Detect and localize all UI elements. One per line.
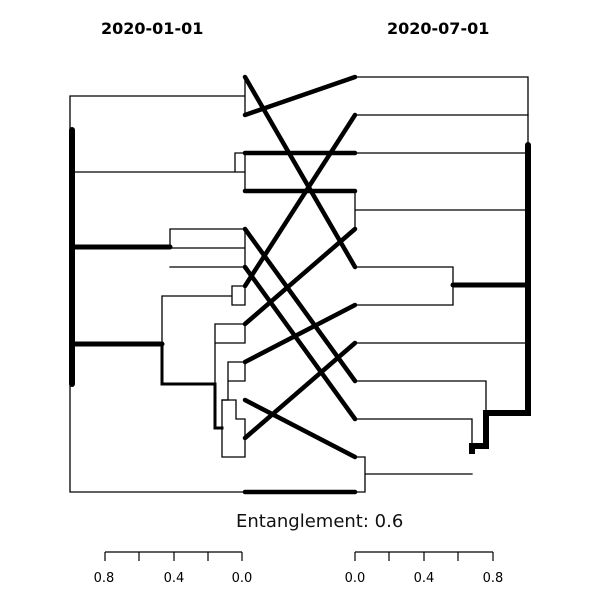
- connector-line: [242, 340, 358, 441]
- right-dendrogram: [354, 76, 531, 493]
- right-highlight-branch: [469, 349, 531, 454]
- right-branch: [354, 456, 473, 493]
- connector-lines: [242, 74, 358, 495]
- right-axis-tick-label: 0.0: [344, 571, 366, 586]
- left-axis: [104, 551, 243, 561]
- connector-line: [242, 226, 358, 327]
- left-branch: [161, 285, 246, 345]
- right-axis: [354, 551, 494, 561]
- left-branch: [221, 399, 246, 458]
- right-branch: [354, 342, 529, 353]
- left-axis-tick-label: 0.0: [231, 571, 253, 586]
- left-branch: [69, 76, 246, 493]
- connector-line: [242, 74, 358, 118]
- entanglement-label: Entanglement: 0.6: [236, 511, 404, 532]
- connector-line: [242, 112, 358, 289]
- right-branch: [354, 380, 487, 411]
- right-branch: [354, 418, 473, 449]
- right-branch: [354, 266, 454, 306]
- left-axis-tick-label: 0.8: [93, 571, 115, 586]
- left-tree-title: 2020-01-01: [101, 19, 204, 38]
- connector-line: [242, 302, 358, 365]
- connector-line: [242, 74, 358, 270]
- left-dendrogram: [69, 76, 246, 493]
- connector-line: [242, 264, 358, 422]
- left-highlight-branch: [160, 342, 224, 430]
- left-branch: [169, 228, 246, 268]
- left-branch: [69, 152, 246, 192]
- right-branch: [354, 190, 529, 230]
- connector-line: [242, 397, 358, 460]
- left-axis-tick-label: 0.4: [163, 571, 185, 586]
- right-axis-tick-label: 0.4: [413, 571, 435, 586]
- left-branch: [214, 323, 246, 385]
- right-tree-title: 2020-07-01: [387, 19, 490, 38]
- left-branch: [221, 361, 246, 401]
- right-axis-tick-label: 0.8: [482, 571, 504, 586]
